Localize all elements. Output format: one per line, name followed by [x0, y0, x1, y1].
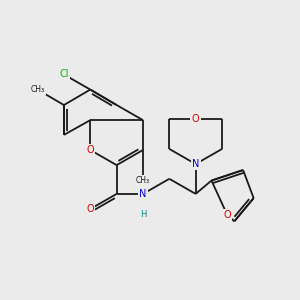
- Text: N: N: [192, 159, 200, 169]
- Text: H: H: [140, 211, 146, 220]
- Text: O: O: [224, 210, 231, 220]
- Text: O: O: [86, 145, 94, 155]
- Text: O: O: [86, 204, 94, 214]
- Text: O: O: [192, 114, 200, 124]
- Text: N: N: [139, 189, 147, 199]
- Text: CH₃: CH₃: [136, 176, 150, 185]
- Text: CH₃: CH₃: [31, 85, 45, 94]
- Text: Cl: Cl: [59, 70, 69, 80]
